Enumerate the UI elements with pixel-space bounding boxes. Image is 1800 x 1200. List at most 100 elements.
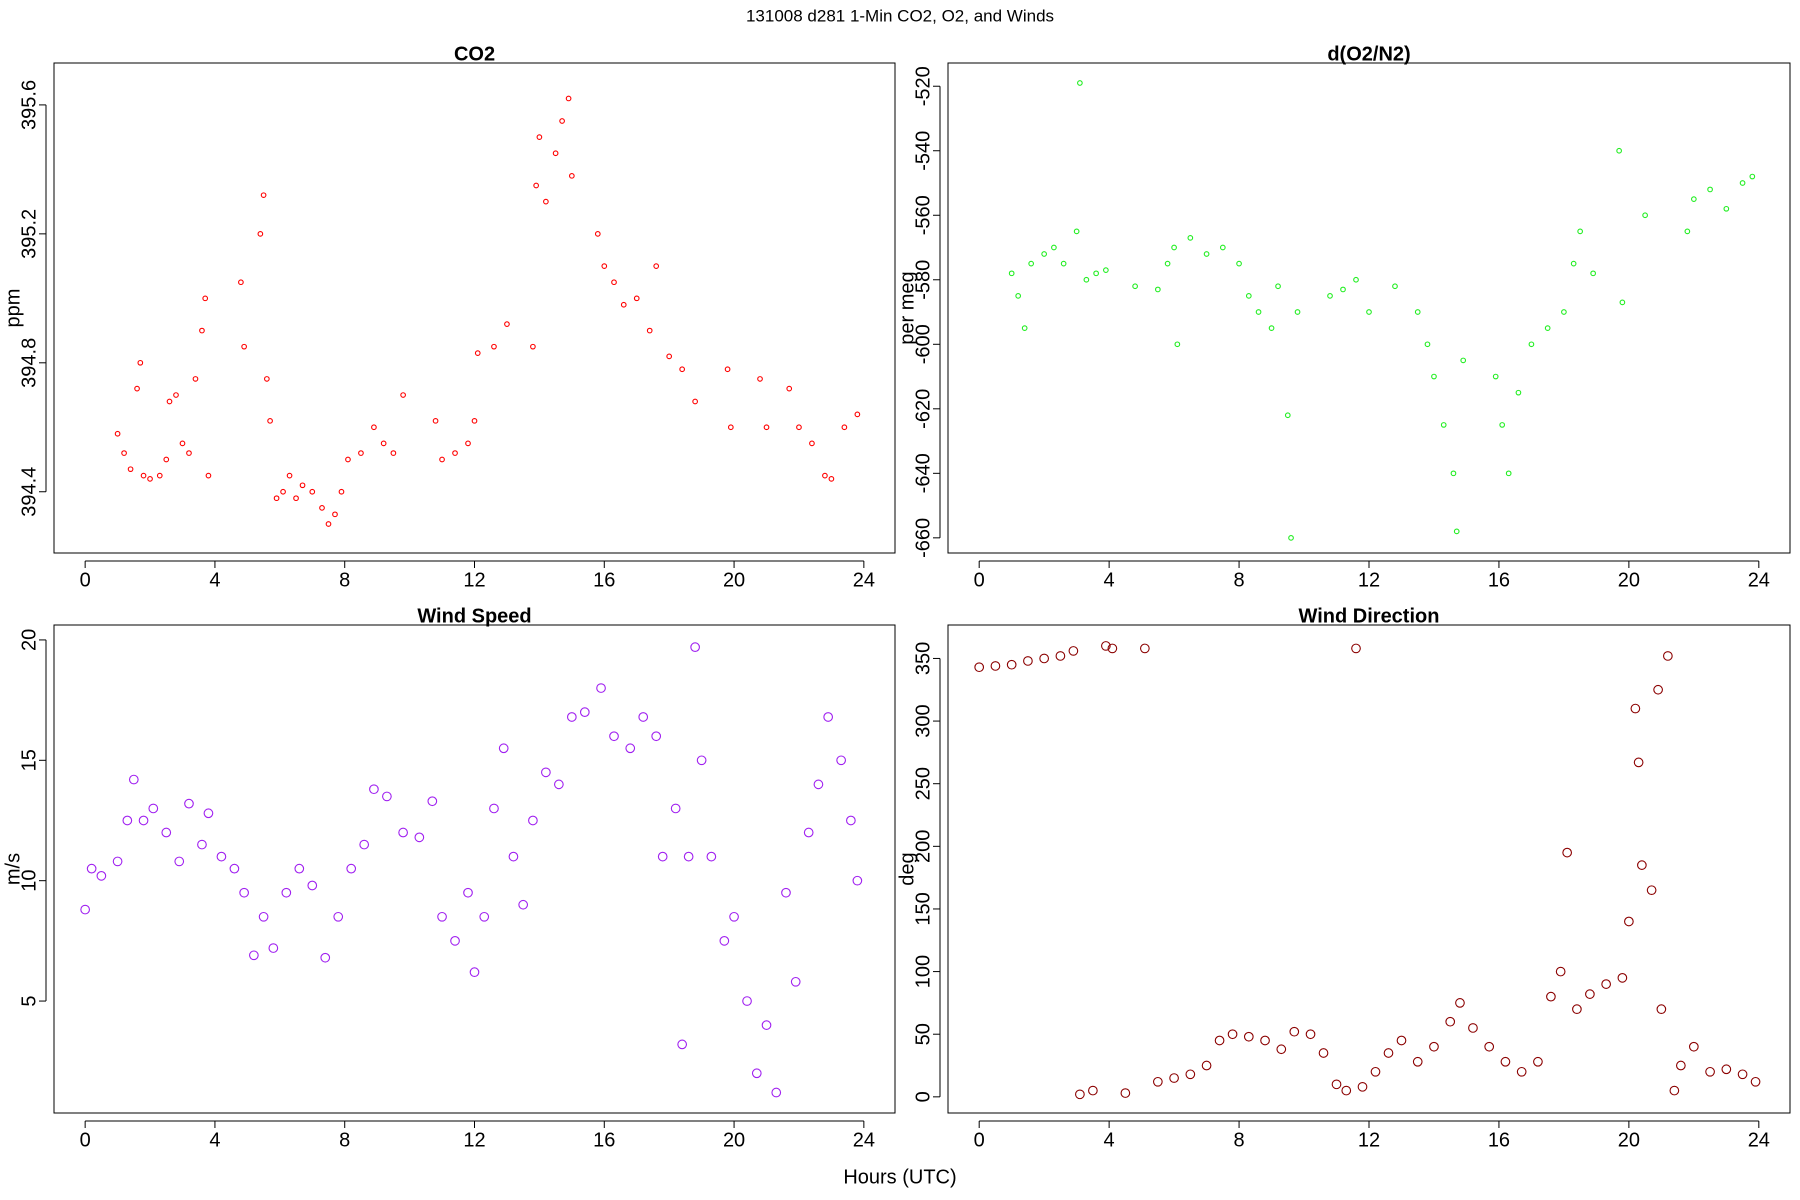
- panel-title: Wind Speed: [417, 605, 531, 627]
- point: [620, 301, 627, 308]
- point: [518, 899, 529, 910]
- y-tick-label: 250: [912, 767, 934, 800]
- point: [1663, 651, 1673, 661]
- point: [319, 505, 325, 511]
- point: [763, 424, 770, 431]
- point: [1341, 1085, 1352, 1096]
- point: [1705, 1066, 1715, 1077]
- point: [229, 863, 240, 874]
- y-axis-label: ppm: [2, 289, 24, 328]
- point: [790, 976, 801, 987]
- point: [1101, 641, 1111, 651]
- point: [1340, 286, 1346, 293]
- point: [1570, 260, 1577, 267]
- point: [380, 440, 387, 447]
- point: [823, 712, 834, 722]
- point: [332, 511, 338, 518]
- point: [596, 683, 606, 693]
- point: [1093, 270, 1099, 277]
- point: [390, 450, 397, 456]
- point: [822, 472, 828, 479]
- point: [568, 172, 575, 179]
- point: [369, 784, 379, 795]
- point: [345, 456, 351, 463]
- y-tick-label: 50: [912, 1023, 934, 1045]
- point: [263, 376, 270, 382]
- y-axis-label: m/s: [2, 853, 24, 885]
- point: [1006, 659, 1017, 670]
- point: [1460, 357, 1467, 364]
- x-tick-label: 8: [339, 1129, 350, 1151]
- point: [184, 798, 194, 809]
- point: [258, 911, 269, 922]
- point: [138, 815, 149, 826]
- y-tick-label: 350: [912, 642, 934, 675]
- point: [536, 134, 543, 140]
- y-tick-label: -620: [912, 389, 934, 429]
- point: [646, 327, 653, 334]
- x-tick-label: 16: [593, 1129, 615, 1151]
- point: [1646, 885, 1657, 896]
- point: [1723, 205, 1730, 212]
- x-tick-label: 12: [463, 569, 485, 591]
- point: [1653, 684, 1663, 695]
- point: [432, 417, 439, 424]
- point: [307, 880, 318, 891]
- point: [1120, 1088, 1131, 1098]
- point: [803, 827, 814, 838]
- point: [469, 967, 480, 978]
- point: [202, 295, 209, 302]
- x-tick-label: 0: [80, 1129, 91, 1151]
- point: [320, 952, 331, 963]
- point: [249, 950, 259, 961]
- point: [134, 385, 140, 392]
- y-tick-label: 100: [912, 955, 934, 988]
- point: [1414, 309, 1421, 315]
- point: [1528, 341, 1535, 348]
- point: [1260, 1035, 1270, 1046]
- point: [1284, 412, 1291, 419]
- point: [786, 385, 793, 392]
- point: [309, 488, 316, 495]
- point: [1690, 196, 1697, 202]
- point: [508, 851, 519, 862]
- point: [241, 343, 247, 350]
- point: [1275, 283, 1281, 290]
- point: [1023, 656, 1033, 666]
- point: [1749, 173, 1756, 180]
- point: [609, 731, 619, 742]
- point: [156, 472, 163, 479]
- x-axis-label: Hours (UTC): [843, 1166, 956, 1188]
- y-tick-label: -640: [912, 453, 934, 493]
- x-tick-label: 12: [1358, 1129, 1380, 1151]
- x-tick-label: 0: [974, 569, 985, 591]
- point: [463, 887, 473, 898]
- point: [611, 279, 617, 286]
- point: [1008, 270, 1015, 277]
- point: [724, 366, 731, 373]
- point: [382, 791, 392, 802]
- point: [1077, 80, 1083, 86]
- x-tick-label: 20: [1618, 569, 1640, 591]
- point: [1185, 1069, 1196, 1080]
- point: [1153, 1076, 1163, 1087]
- point: [809, 440, 815, 447]
- point: [114, 430, 121, 437]
- point: [163, 456, 170, 463]
- point: [1642, 212, 1648, 219]
- point: [1468, 1023, 1478, 1033]
- point: [1236, 260, 1242, 267]
- point: [846, 815, 856, 826]
- y-tick-label: 394.8: [18, 338, 40, 388]
- point: [751, 1068, 762, 1079]
- point: [280, 488, 286, 495]
- point: [205, 472, 212, 479]
- x-tick-label: 4: [209, 569, 220, 591]
- point: [439, 456, 445, 463]
- x-tick-label: 16: [593, 569, 615, 591]
- y-tick-label: -660: [912, 518, 934, 558]
- point: [267, 417, 273, 424]
- x-tick-label: 8: [339, 569, 350, 591]
- point: [450, 936, 460, 946]
